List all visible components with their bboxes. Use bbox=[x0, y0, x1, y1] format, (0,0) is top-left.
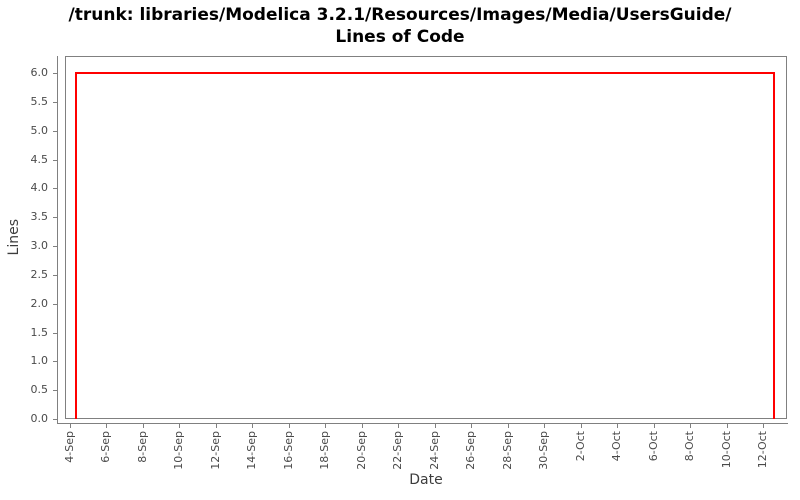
x-tick-label: 6-Sep bbox=[99, 431, 112, 463]
x-tick-label: 10-Oct bbox=[720, 431, 733, 469]
x-tick-label: 16-Sep bbox=[282, 431, 295, 470]
x-tick-label: 14-Sep bbox=[245, 431, 258, 470]
x-tick-label: 18-Sep bbox=[318, 431, 331, 470]
y-tick-mark bbox=[53, 390, 57, 391]
x-tick-mark bbox=[362, 424, 363, 428]
y-tick-label: 3.5 bbox=[30, 210, 49, 223]
y-tick-label: 5.0 bbox=[30, 124, 49, 137]
x-tick-label: 24-Sep bbox=[428, 431, 441, 470]
x-tick-mark bbox=[106, 424, 107, 428]
x-tick-mark bbox=[435, 424, 436, 428]
chart-title-line1: /trunk: libraries/Modelica 3.2.1/Resourc… bbox=[68, 5, 732, 25]
x-tick-label: 8-Oct bbox=[683, 431, 696, 462]
x-tick-mark bbox=[581, 424, 582, 428]
x-tick-label: 20-Sep bbox=[355, 431, 368, 470]
y-tick-mark bbox=[53, 131, 57, 132]
y-axis-line bbox=[57, 56, 58, 424]
y-tick-label: 0.5 bbox=[30, 383, 49, 396]
x-tick-mark bbox=[617, 424, 618, 428]
x-axis-title: Date bbox=[409, 472, 443, 488]
y-tick-mark bbox=[53, 102, 57, 103]
x-tick-label: 8-Sep bbox=[136, 431, 149, 463]
x-tick-mark bbox=[179, 424, 180, 428]
y-tick-label: 5.5 bbox=[30, 95, 49, 108]
x-tick-label: 2-Oct bbox=[574, 431, 587, 462]
y-tick-mark bbox=[53, 361, 57, 362]
x-tick-mark bbox=[289, 424, 290, 428]
x-tick-label: 30-Sep bbox=[537, 431, 550, 470]
y-tick-label: 4.5 bbox=[30, 153, 49, 166]
y-tick-label: 1.0 bbox=[30, 354, 49, 367]
y-tick-mark bbox=[53, 217, 57, 218]
y-tick-mark bbox=[53, 246, 57, 247]
x-tick-label: 26-Sep bbox=[464, 431, 477, 470]
x-tick-mark bbox=[325, 424, 326, 428]
x-tick-mark bbox=[544, 424, 545, 428]
x-tick-mark bbox=[216, 424, 217, 428]
y-tick-mark bbox=[53, 160, 57, 161]
x-tick-mark bbox=[508, 424, 509, 428]
x-tick-label: 4-Oct bbox=[610, 431, 623, 462]
x-tick-label: 10-Sep bbox=[172, 431, 185, 470]
x-tick-label: 6-Oct bbox=[647, 431, 660, 462]
x-tick-mark bbox=[70, 424, 71, 428]
x-tick-label: 4-Sep bbox=[63, 431, 76, 463]
y-tick-mark bbox=[53, 275, 57, 276]
y-tick-label: 1.5 bbox=[30, 326, 49, 339]
chart-title: /trunk: libraries/Modelica 3.2.1/Resourc… bbox=[0, 4, 800, 48]
x-tick-mark bbox=[471, 424, 472, 428]
x-tick-label: 12-Sep bbox=[209, 431, 222, 470]
y-tick-label: 2.0 bbox=[30, 297, 49, 310]
y-tick-mark bbox=[53, 333, 57, 334]
y-tick-label: 2.5 bbox=[30, 268, 49, 281]
x-tick-label: 22-Sep bbox=[391, 431, 404, 470]
x-tick-mark bbox=[143, 424, 144, 428]
x-tick-mark bbox=[398, 424, 399, 428]
y-tick-label: 3.0 bbox=[30, 239, 49, 252]
x-tick-mark bbox=[252, 424, 253, 428]
x-tick-mark bbox=[763, 424, 764, 428]
x-tick-label: 28-Sep bbox=[501, 431, 514, 470]
x-tick-mark bbox=[727, 424, 728, 428]
x-tick-mark bbox=[654, 424, 655, 428]
y-tick-mark bbox=[53, 188, 57, 189]
y-tick-label: 4.0 bbox=[30, 181, 49, 194]
y-tick-mark bbox=[53, 419, 57, 420]
plot-area bbox=[65, 56, 787, 419]
chart-title-line2: Lines of Code bbox=[335, 27, 465, 47]
y-tick-mark bbox=[53, 304, 57, 305]
loc-step-line bbox=[75, 72, 775, 419]
x-tick-mark bbox=[690, 424, 691, 428]
x-tick-label: 12-Oct bbox=[756, 431, 769, 469]
y-tick-label: 0.0 bbox=[30, 412, 49, 425]
y-tick-mark bbox=[53, 73, 57, 74]
x-axis-line bbox=[57, 423, 788, 424]
y-tick-label: 6.0 bbox=[30, 66, 49, 79]
